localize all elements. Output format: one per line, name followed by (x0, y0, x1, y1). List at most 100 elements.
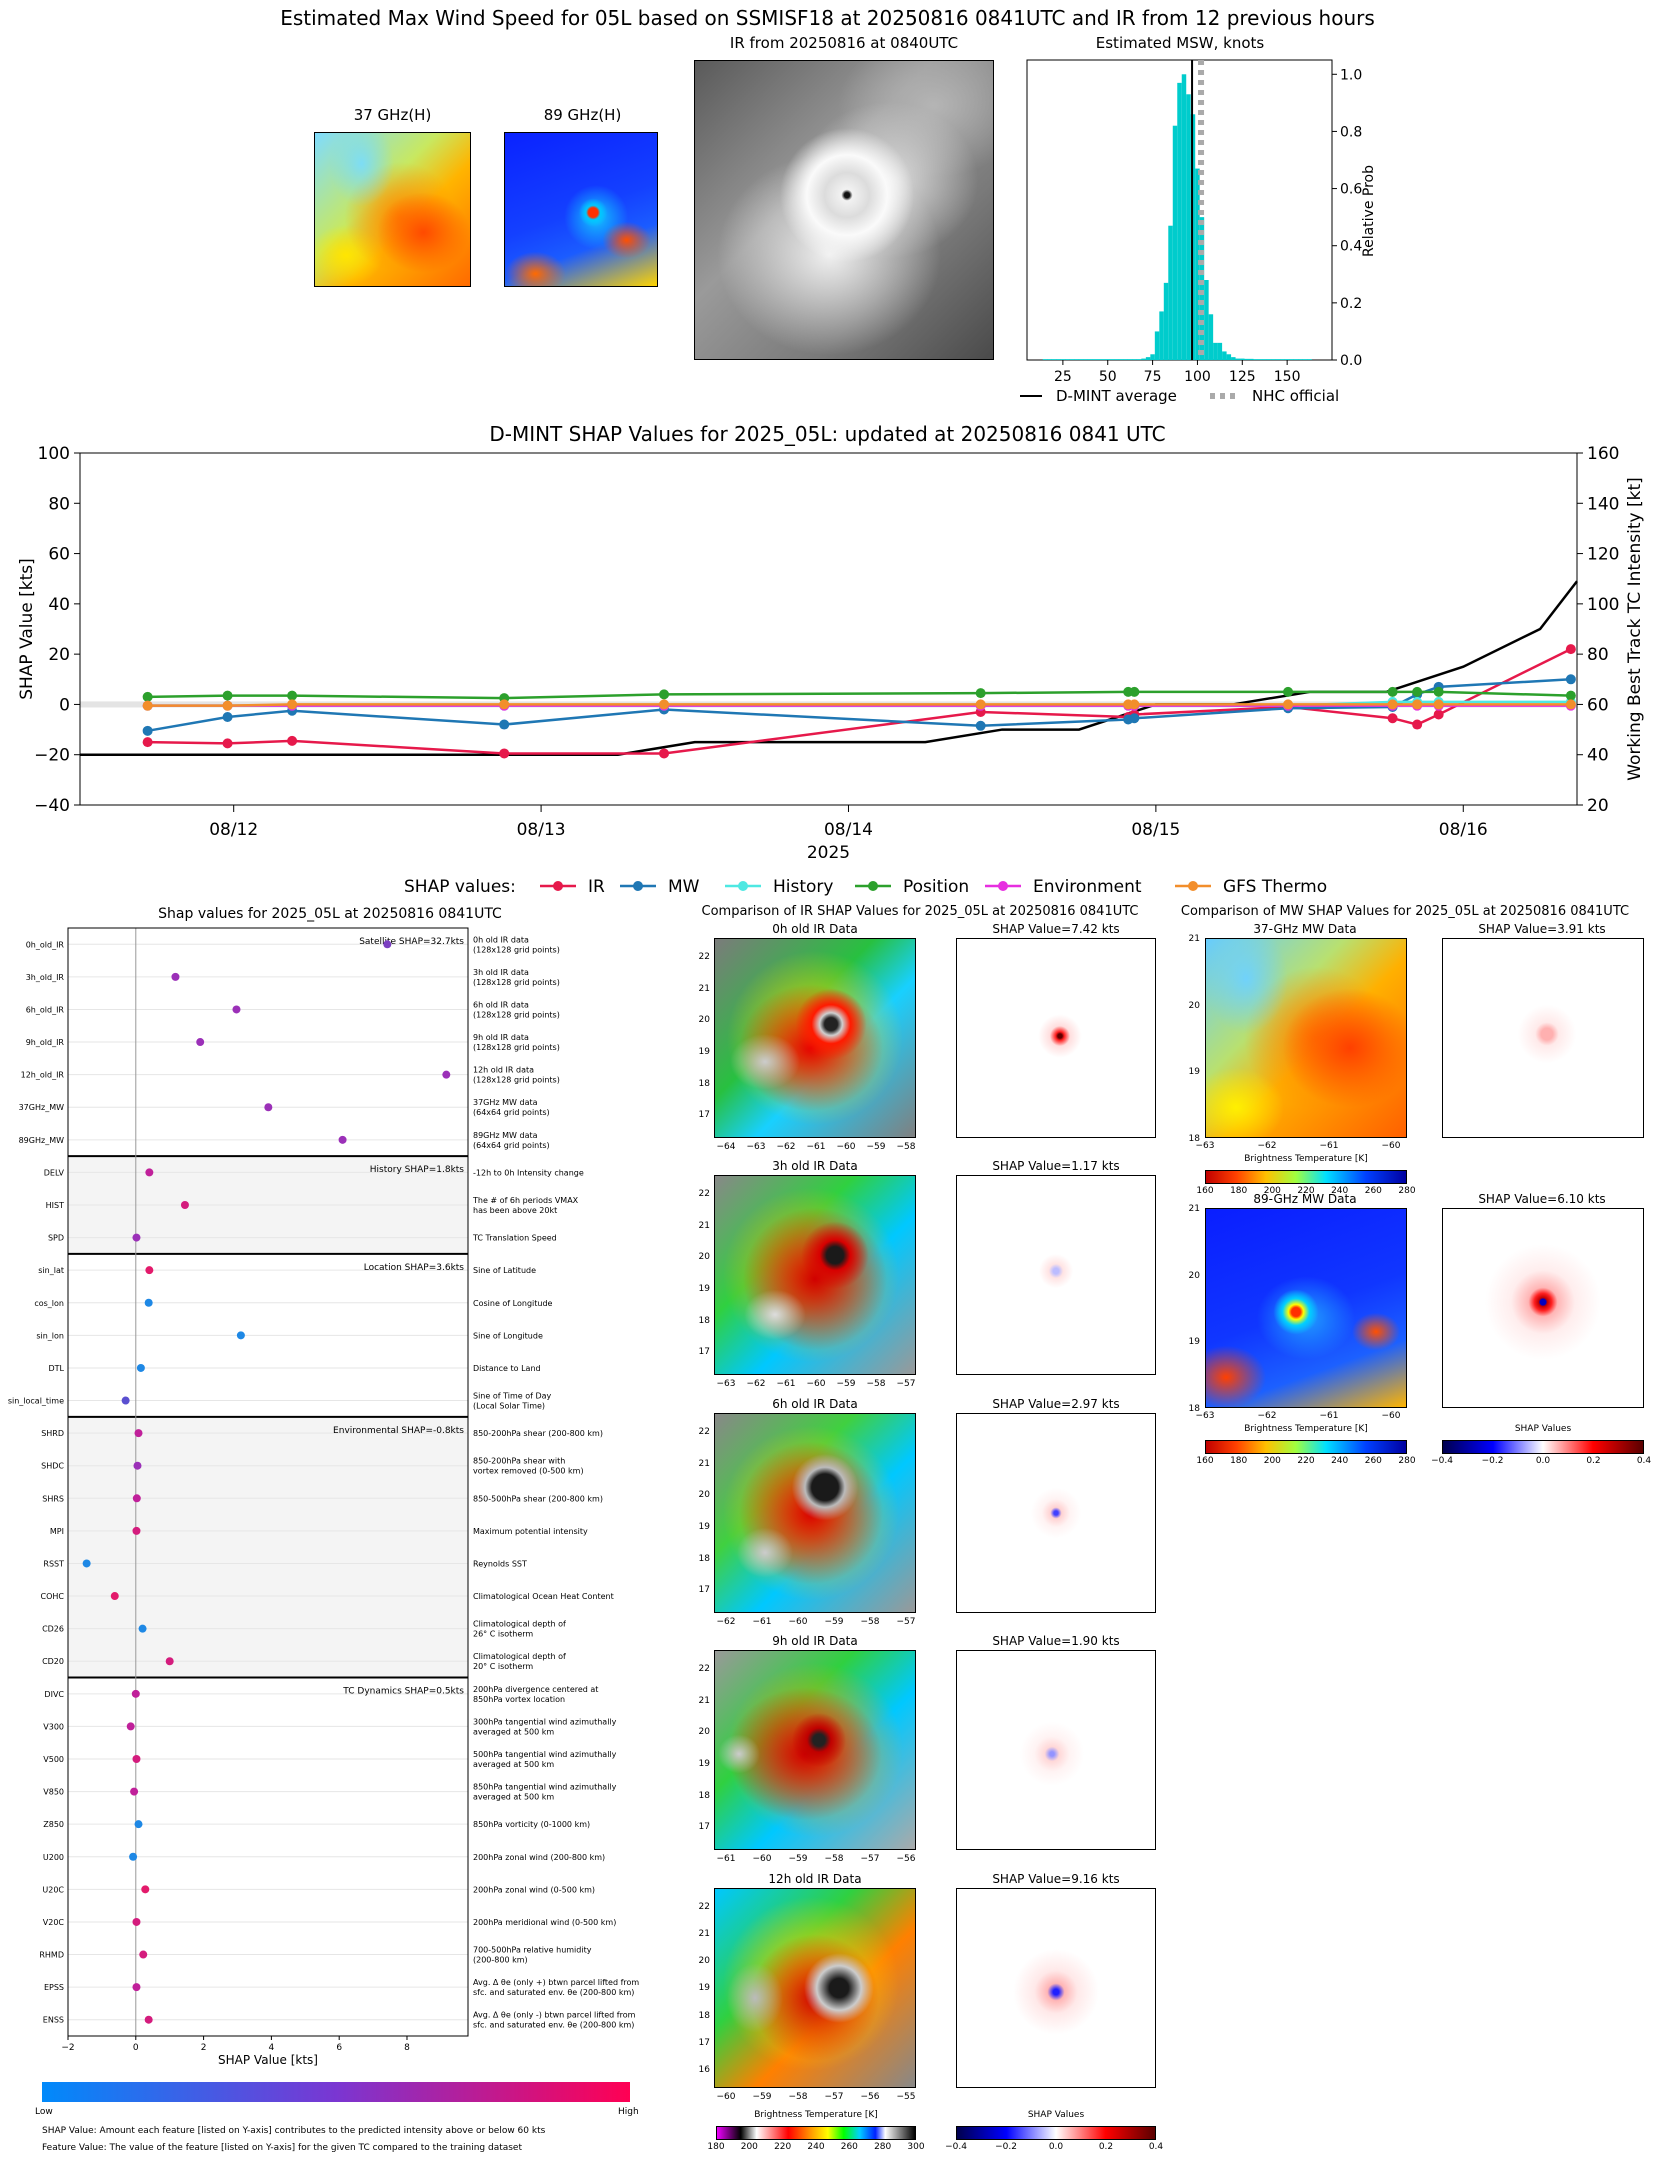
timeseries-title: D-MINT SHAP Values for 2025_05L: updated… (489, 422, 1166, 446)
ir-ytick-label: 17 (698, 1822, 710, 1833)
feature-desc: 850-500hPa shear (200-800 km) (473, 1494, 603, 1503)
feature-point (133, 1461, 142, 1470)
hist-bar (1132, 359, 1137, 360)
feature-desc: 200hPa zonal wind (0-500 km) (473, 1885, 595, 1894)
feature-desc: 500hPa tangential wind azimuthally (473, 1750, 617, 1759)
feature-desc: 850hPa vorticity (0-1000 km) (473, 1820, 590, 1829)
ir-xtick-label: −58 (896, 1142, 916, 1152)
ir-ytick-label: 18 (698, 1553, 710, 1564)
feature-label: CD20 (42, 1657, 64, 1666)
ts-legend-title: SHAP values: (404, 877, 516, 897)
colorbar-tick-label: 180 (707, 2142, 725, 2152)
feature-desc: 12h old IR data (473, 1066, 534, 1075)
ir-xtick-label: −58 (866, 1379, 886, 1389)
ir-xtick-label: −59 (866, 1142, 886, 1152)
hist-bar (1159, 311, 1164, 360)
colorbar-tick-label: 200 (1263, 1186, 1281, 1196)
ir-shap-label: SHAP Value=2.97 kts (992, 1397, 1120, 1411)
ir-xtick-label: −55 (896, 2092, 916, 2102)
feature-desc: 850-200hPa shear (200-800 km) (473, 1429, 603, 1438)
ts-ytick-right-label: 140 (1587, 494, 1619, 514)
hist-bar (1118, 359, 1124, 360)
feature-desc: Climatological depth of (473, 1652, 566, 1661)
feature-desc: averaged at 500 km (473, 1727, 554, 1736)
feature-point (132, 1494, 141, 1503)
shap-timeseries-chart: −40 −20 0 20 40 60 80 100 20 40 60 80 100 120 140 160 08… (17, 444, 1645, 900)
colorbar-tick-label: 180 (1230, 1456, 1248, 1466)
hist-bar (1186, 94, 1191, 361)
feature-label: SHRD (41, 1429, 64, 1438)
feature-desc: 300hPa tangential wind azimuthally (473, 1717, 617, 1726)
ir-xtick-label: −60 (836, 1142, 856, 1152)
feature-desc: 3h old IR data (473, 968, 529, 977)
feature-desc: 200hPa divergence centered at (473, 1685, 598, 1694)
feature-desc: 0h old IR data (473, 935, 529, 944)
feature-point (126, 1722, 135, 1731)
mw37-bt-cbar-label: Brightness Temperature [K] (1244, 1154, 1368, 1164)
feature-label: 6h_old_IR (26, 1005, 65, 1014)
hist-xtick-label: 150 (1274, 369, 1301, 385)
mw89-bt-cbar-label: Brightness Temperature [K] (1244, 1424, 1368, 1434)
ir-shap-colorbar (956, 2126, 1156, 2140)
feature-label: COHC (41, 1592, 65, 1601)
mw-xtick-label: −63 (1195, 1411, 1215, 1421)
feature-desc: (64x64 grid points) (473, 1141, 550, 1150)
feature-point (338, 1135, 347, 1144)
series-point (1565, 644, 1576, 655)
hist-bar (1150, 354, 1155, 360)
feature-point (144, 1298, 153, 1307)
hist-bar (1280, 359, 1285, 360)
series-point (142, 700, 153, 711)
ir-satellite-image (694, 60, 994, 360)
feature-desc: (128x128 grid points) (473, 1076, 560, 1085)
feature-desc: has been above 20kt (473, 1206, 557, 1215)
ts-ytick-label: 20 (48, 645, 70, 665)
series-point (1387, 699, 1398, 710)
ir-xtick-label: −60 (752, 1854, 772, 1864)
ir-xtick-label: −58 (788, 2092, 808, 2102)
shap-beeswarm-chart: Satellite SHAP=32.7kts History SHAP=1.8kt… (8, 927, 639, 2067)
ir-ytick-label: 18 (698, 1315, 710, 1326)
colorbar-tick-label: 260 (840, 2142, 858, 2152)
hist-bar (1262, 359, 1267, 360)
feature-desc: TC Translation Speed (472, 1234, 557, 1243)
feature-desc: Climatological depth of (473, 1620, 566, 1629)
feature-note: Feature Value: The value of the feature … (42, 2143, 523, 2153)
mw-xtick-label: −62 (1257, 1141, 1277, 1151)
feature-desc: Sine of Time of Day (473, 1392, 552, 1401)
hist-bar (1240, 358, 1245, 360)
ir-xtick-label: −56 (860, 2092, 880, 2102)
hist-bar (1195, 168, 1200, 360)
feature-point (138, 1624, 147, 1633)
hist-xtick-label: 50 (1099, 369, 1117, 385)
ir-ytick-label: 19 (698, 1284, 710, 1294)
series-point (1412, 699, 1423, 710)
hist-xtick-label: 75 (1144, 369, 1162, 385)
feature-label: sin_lat (38, 1266, 64, 1275)
ts-ylabel-left: SHAP Value [kts] (17, 558, 37, 700)
group-band (68, 1416, 468, 1678)
feature-desc: sfc. and saturated env. θe (200-800 km) (473, 1988, 634, 1997)
colorbar-tick-label: 220 (774, 2142, 792, 2152)
ir-shap-map (956, 1888, 1156, 2088)
hist-bar (1065, 359, 1070, 360)
ts-legend-marker (1188, 881, 1198, 891)
series-line-position (147, 690, 1571, 700)
colorbar-tick-label: 260 (1364, 1456, 1382, 1466)
group-label: Location SHAP=3.6kts (364, 1263, 465, 1273)
feature-point (121, 1396, 130, 1405)
ts-legend-label: Environment (1033, 877, 1142, 897)
ts-legend-marker (998, 881, 1008, 891)
ir-ytick-label: 17 (698, 2037, 710, 2048)
hist-bar (1123, 359, 1128, 360)
series-point (1565, 690, 1576, 701)
ir-xtick-label: −63 (716, 1379, 736, 1389)
ir-ytick-label: 21 (698, 1929, 710, 1940)
feature-point (130, 1787, 139, 1796)
mw89-shap-title: SHAP Value=6.10 kts (1478, 1192, 1606, 1206)
feature-desc: Climatological Ocean Heat Content (473, 1592, 614, 1601)
colorbar-tick-label: −0.2 (995, 2142, 1017, 2152)
feature-desc: 850hPa vortex location (473, 1695, 565, 1704)
ts-legend-label: IR (588, 877, 605, 897)
mw37-title: 37 GHz(H) (353, 106, 432, 124)
